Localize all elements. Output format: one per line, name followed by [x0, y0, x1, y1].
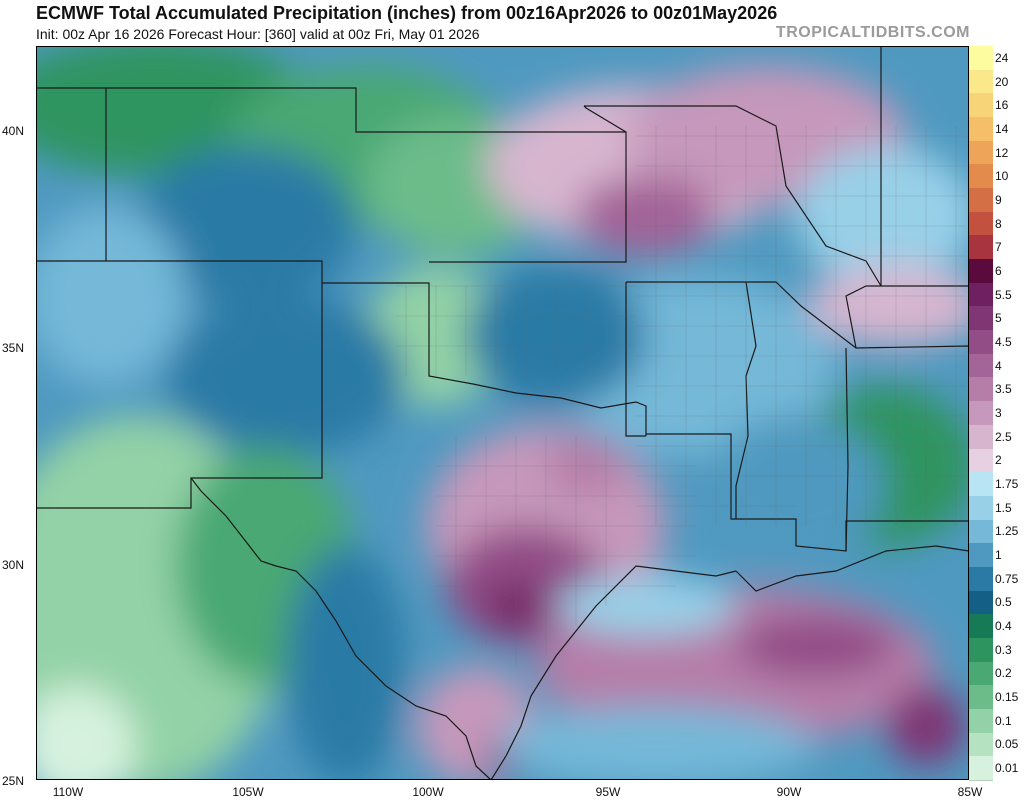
legend-swatch: [969, 708, 993, 734]
legend-label: 0.4: [995, 619, 1012, 634]
county-grid: [396, 126, 966, 666]
lat-label-35n: 35N: [2, 341, 25, 355]
lon-label-100w: 100W: [412, 785, 444, 799]
legend-swatch: [969, 448, 993, 474]
lat-label-40n: 40N: [2, 124, 25, 138]
legend-label: 0.2: [995, 666, 1012, 681]
legend-label: 1.5: [995, 500, 1012, 515]
legend-swatch: [969, 519, 993, 545]
legend-swatch: [969, 69, 993, 95]
legend-label: 1.75: [995, 477, 1019, 492]
legend-label: 20: [995, 74, 1009, 89]
legend-label: 10: [995, 169, 1009, 184]
legend-label: 0.3: [995, 642, 1012, 657]
legend-label: 0.1: [995, 713, 1012, 728]
legend-swatch: [969, 685, 993, 710]
legend-label: 8: [995, 216, 1002, 231]
legend-label: 0.5: [995, 595, 1012, 610]
legend-label: 7: [995, 240, 1002, 255]
lon-label-105w: 105W: [232, 785, 264, 799]
lon-label-95w: 95W: [595, 785, 621, 799]
legend-swatch: [969, 164, 993, 190]
lon-label-85w: 85W: [957, 785, 983, 799]
legend-swatch: [969, 566, 993, 592]
lon-label-110w: 110W: [52, 785, 84, 799]
legend-label: 0.15: [995, 690, 1019, 705]
legend-label: 1.25: [995, 524, 1019, 539]
legend-swatch: [969, 495, 993, 521]
map-title: ECMWF Total Accumulated Precipitation (i…: [36, 3, 778, 23]
legend-swatch: [969, 46, 993, 71]
precipitation-map: [36, 46, 969, 780]
legend-label: 5: [995, 311, 1002, 326]
lon-label-90w: 90W: [776, 785, 802, 799]
legend-label: 16: [995, 98, 1009, 113]
brand-watermark: TROPICALTIDBITS.COM: [775, 24, 970, 41]
legend-swatch: [969, 661, 993, 687]
legend-label: 9: [995, 192, 1002, 207]
legend-swatch: [969, 211, 993, 237]
header: ECMWF Total Accumulated Precipitation (i…: [0, 0, 1024, 46]
legend-swatch: [969, 282, 993, 308]
legend-label: 6: [995, 263, 1002, 278]
legend-swatch: [969, 424, 993, 450]
state-borders: [36, 46, 969, 780]
legend-swatch: [969, 543, 993, 568]
legend-swatch: [969, 353, 993, 379]
legend-swatch: [969, 732, 993, 758]
legend-label: 4: [995, 358, 1002, 373]
legend-label: 3.5: [995, 382, 1012, 397]
color-scale-legend: 24 20 16 14 12 10 9 8 7 6 5.5 5 4.5 4 3.5 3 2.5 2 1.75 1.5 1…: [969, 46, 1024, 781]
legend-label: 2.5: [995, 429, 1012, 444]
lat-label-25n: 25N: [2, 774, 25, 788]
legend-swatch: [969, 330, 993, 355]
legend-label: 2: [995, 453, 1002, 468]
legend-swatch: [969, 614, 993, 639]
legend-label: 14: [995, 121, 1009, 136]
legend-swatch: [969, 377, 993, 403]
legend-swatch: [969, 472, 993, 497]
legend-label: 5.5: [995, 287, 1012, 302]
legend-label: 0.75: [995, 571, 1019, 586]
legend-swatch: [969, 117, 993, 142]
legend-label: 0.05: [995, 737, 1019, 752]
legend-swatch: [969, 306, 993, 332]
legend-label: 3: [995, 406, 1002, 420]
legend-swatch: [969, 235, 993, 261]
legend-label: 12: [995, 145, 1009, 160]
legend-label: 1: [995, 548, 1002, 563]
precip-field: [36, 46, 969, 780]
legend-label: 0.01: [995, 761, 1019, 776]
map-subtitle: Init: 00z Apr 16 2026 Forecast Hour: [36…: [36, 26, 480, 42]
legend-swatch: [969, 93, 993, 119]
legend-swatch: [969, 756, 993, 781]
lat-label-30n: 30N: [2, 558, 25, 572]
legend-label: 4.5: [995, 334, 1012, 349]
legend-swatch: [969, 259, 993, 284]
legend-swatch: [969, 140, 993, 166]
legend-label: 24: [995, 50, 1009, 65]
legend-swatch: [969, 401, 993, 426]
legend-swatch: [969, 188, 993, 213]
legend-swatch: [969, 637, 993, 663]
legend-swatch: [969, 590, 993, 616]
